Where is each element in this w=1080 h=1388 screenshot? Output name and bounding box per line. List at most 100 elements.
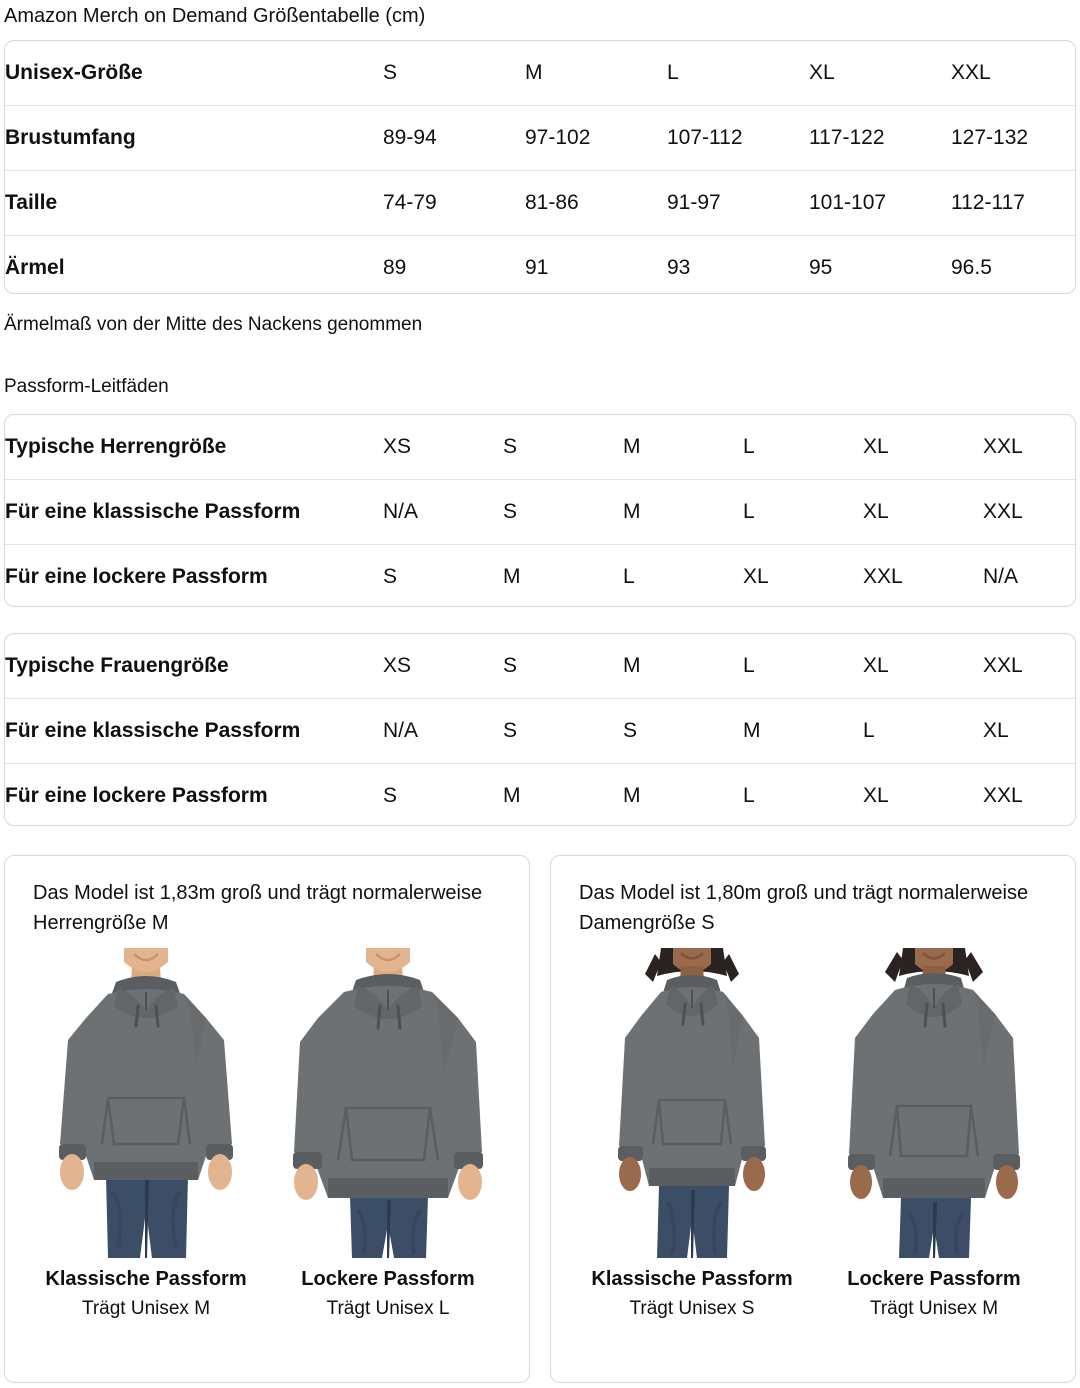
row-label: Für eine klassische Passform xyxy=(5,479,383,545)
cell-value: S xyxy=(503,698,623,764)
cell-value: 91 xyxy=(525,235,667,293)
model-captions: Klassische Passform Trägt Unisex S Locke… xyxy=(571,1266,1055,1322)
cell-value: XXL xyxy=(983,435,1023,458)
cell-value: N/A xyxy=(383,479,503,545)
figure-male-classic xyxy=(25,948,267,1258)
cell-value: L xyxy=(743,763,863,825)
row-label: Für eine lockere Passform xyxy=(5,763,383,825)
cell-value: 97-102 xyxy=(525,105,667,171)
cell-value: N/A xyxy=(983,544,1075,606)
cell-value: S xyxy=(503,479,623,545)
model-figures xyxy=(25,948,509,1258)
table-row: Brustumfang 89-94 97-102 107-112 117-122… xyxy=(5,105,1075,171)
mens-fit-table-card: Typische Herrengröße XS S M L XL XXL Für… xyxy=(4,414,1076,607)
table-row: Für eine klassische Passform N/A S S M L… xyxy=(5,698,1075,764)
cell-value: L xyxy=(743,479,863,545)
cell-value: 101-107 xyxy=(809,170,951,236)
fit-guides-heading: Passform-Leitfäden xyxy=(4,376,169,397)
cell-value: XL xyxy=(743,544,863,606)
model-cards-container: Das Model ist 1,83m groß und trägt norma… xyxy=(4,855,1076,1383)
cell-value: S xyxy=(383,61,398,84)
cell-value: M xyxy=(623,479,743,545)
cell-value: XS xyxy=(383,654,412,677)
caption-male-classic: Klassische Passform Trägt Unisex M xyxy=(25,1266,267,1322)
cell-value: M xyxy=(623,654,641,677)
table-row: Ärmel 89 91 93 95 96.5 xyxy=(5,235,1075,293)
table-row: Für eine lockere Passform S M M L XL XXL xyxy=(5,763,1075,825)
model-description: Das Model ist 1,80m groß und trägt norma… xyxy=(579,882,1029,934)
cell-value: XXL xyxy=(863,544,983,606)
row-label: Für eine klassische Passform xyxy=(5,698,383,764)
measurement-table: Unisex-Größe S M L XL XXL Brustumfang 89… xyxy=(5,41,1075,293)
fit-title: Klassische Passform xyxy=(45,1268,247,1290)
row-label: Für eine lockere Passform xyxy=(5,544,383,606)
cell-value: 96.5 xyxy=(951,235,1075,293)
row-label: Brustumfang xyxy=(5,105,383,171)
cell-value: 117-122 xyxy=(809,105,951,171)
cell-value: XXL xyxy=(983,763,1075,825)
sleeve-note: Ärmelmaß von der Mitte des Nackens genom… xyxy=(4,314,423,335)
cell-value: XS xyxy=(383,435,412,458)
model-card-men: Das Model ist 1,83m groß und trägt norma… xyxy=(4,855,530,1383)
caption-male-relaxed: Lockere Passform Trägt Unisex L xyxy=(267,1266,509,1322)
cell-value: XXL xyxy=(983,479,1075,545)
table-row: Typische Herrengröße XS S M L XL XXL xyxy=(5,415,1075,480)
cell-value: S xyxy=(383,763,503,825)
table-row: Unisex-Größe S M L XL XXL xyxy=(5,41,1075,106)
cell-value: XL xyxy=(863,654,889,677)
male-relaxed-hoodie-illustration xyxy=(293,948,483,1258)
mens-fit-table: Typische Herrengröße XS S M L XL XXL Für… xyxy=(5,415,1075,606)
row-label: Typische Frauengröße xyxy=(5,654,229,677)
cell-value: L xyxy=(667,61,679,84)
measurement-table-card: Unisex-Größe S M L XL XXL Brustumfang 89… xyxy=(4,40,1076,294)
cell-value: 89-94 xyxy=(383,105,525,171)
womens-fit-table: Typische Frauengröße XS S M L XL XXL Für… xyxy=(5,634,1075,825)
model-figures xyxy=(571,948,1055,1258)
cell-value: M xyxy=(623,763,743,825)
fit-subtitle: Trägt Unisex L xyxy=(326,1298,450,1319)
table-row: Typische Frauengröße XS S M L XL XXL xyxy=(5,634,1075,699)
cell-value: 112-117 xyxy=(951,170,1075,236)
cell-value: 74-79 xyxy=(383,170,525,236)
male-classic-hoodie-illustration xyxy=(59,948,233,1258)
row-label: Typische Herrengröße xyxy=(5,435,227,458)
figure-female-classic xyxy=(571,948,813,1258)
cell-value: 95 xyxy=(809,235,951,293)
fit-subtitle: Trägt Unisex M xyxy=(81,1298,211,1319)
figure-male-relaxed xyxy=(267,948,509,1258)
cell-value: M xyxy=(503,544,623,606)
model-description: Das Model ist 1,83m groß und trägt norma… xyxy=(33,882,483,934)
cell-value: XL xyxy=(863,763,983,825)
cell-value: M xyxy=(525,61,543,84)
cell-value: L xyxy=(743,654,755,677)
cell-value: XXL xyxy=(983,654,1023,677)
cell-value: 89 xyxy=(383,235,525,293)
table-row: Für eine lockere Passform S M L XL XXL N… xyxy=(5,544,1075,606)
female-relaxed-hoodie-illustration xyxy=(848,948,1020,1258)
cell-value: M xyxy=(743,698,863,764)
cell-value: S xyxy=(383,544,503,606)
row-label: Taille xyxy=(5,170,383,236)
cell-value: S xyxy=(623,698,743,764)
table-row: Für eine klassische Passform N/A S M L X… xyxy=(5,479,1075,545)
cell-value: 91-97 xyxy=(667,170,809,236)
cell-value: S xyxy=(503,654,518,677)
cell-value: XXL xyxy=(951,61,991,84)
cell-value: N/A xyxy=(383,698,503,764)
cell-value: XL xyxy=(863,479,983,545)
model-card-women: Das Model ist 1,80m groß und trägt norma… xyxy=(550,855,1076,1383)
figure-female-relaxed xyxy=(813,948,1055,1258)
cell-value: 81-86 xyxy=(525,170,667,236)
row-label: Unisex-Größe xyxy=(5,61,143,84)
cell-value: S xyxy=(503,435,518,458)
fit-title: Klassische Passform xyxy=(591,1268,793,1290)
cell-value: L xyxy=(623,544,743,606)
womens-fit-table-card: Typische Frauengröße XS S M L XL XXL Für… xyxy=(4,633,1076,826)
fit-title: Lockere Passform xyxy=(847,1268,1021,1290)
table-row: Taille 74-79 81-86 91-97 101-107 112-117 xyxy=(5,170,1075,236)
cell-value: M xyxy=(623,435,641,458)
cell-value: XL xyxy=(809,61,835,84)
fit-title: Lockere Passform xyxy=(301,1268,475,1290)
cell-value: XL xyxy=(863,435,889,458)
